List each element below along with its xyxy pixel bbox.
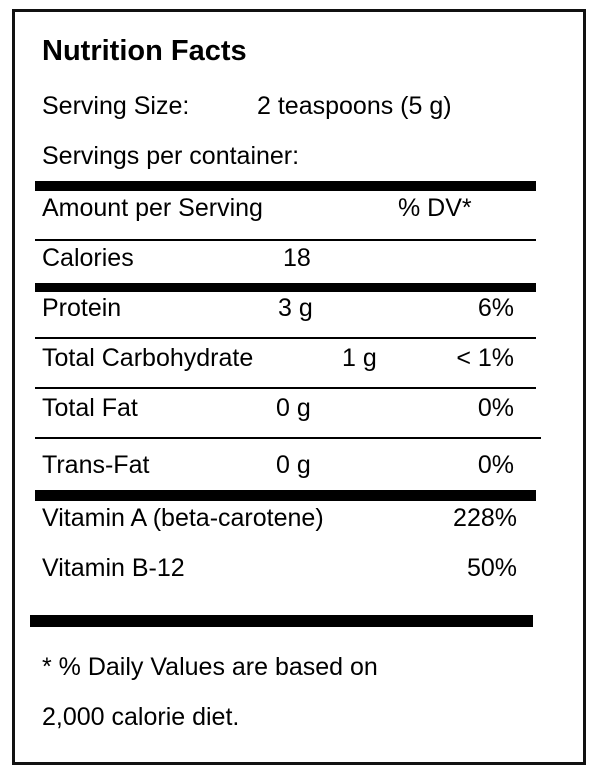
vitamin-dv: 228% xyxy=(453,504,517,532)
serving-size-label: Serving Size: xyxy=(42,92,190,120)
nutrient-dv: 6% xyxy=(477,294,514,322)
amount-header: Amount per Serving xyxy=(42,194,263,222)
servings-per-container: Servings per container: xyxy=(42,142,300,170)
thin-rule xyxy=(35,387,536,389)
nutrient-amount: 0 g xyxy=(276,394,311,422)
nutrient-amount: 0 g xyxy=(276,451,311,479)
nutrient-name: Total Carbohydrate xyxy=(42,344,254,372)
nutrient-amount: 3 g xyxy=(278,294,313,322)
thin-rule xyxy=(35,337,536,339)
nutrient-name: Calories xyxy=(42,244,134,272)
nutrient-name: Trans-Fat xyxy=(42,451,150,479)
label-border xyxy=(12,9,586,765)
title: Nutrition Facts xyxy=(42,35,247,67)
vitamin-name: Vitamin B-12 xyxy=(42,554,185,582)
nutrient-amount: 18 xyxy=(283,244,311,272)
thick-rule xyxy=(30,615,533,627)
thick-rule xyxy=(35,283,536,292)
serving-size-value: 2 teaspoons (5 g) xyxy=(257,92,452,120)
nutrient-dv: 0% xyxy=(477,451,514,479)
footnote-line: 2,000 calorie diet. xyxy=(42,703,240,731)
dv-header: % DV* xyxy=(398,194,472,222)
nutrient-dv: < 1% xyxy=(456,344,514,372)
nutrient-dv: 0% xyxy=(477,394,514,422)
footnote-line: * % Daily Values are based on xyxy=(42,653,378,681)
thick-rule xyxy=(35,490,536,501)
thick-rule xyxy=(35,181,536,191)
vitamin-name: Vitamin A (beta-carotene) xyxy=(42,504,324,532)
thin-rule xyxy=(35,239,536,241)
nutrient-name: Total Fat xyxy=(42,394,138,422)
nutrient-amount: 1 g xyxy=(342,344,377,372)
thin-rule xyxy=(35,437,541,439)
vitamin-dv: 50% xyxy=(466,554,517,582)
nutrient-name: Protein xyxy=(42,294,122,322)
